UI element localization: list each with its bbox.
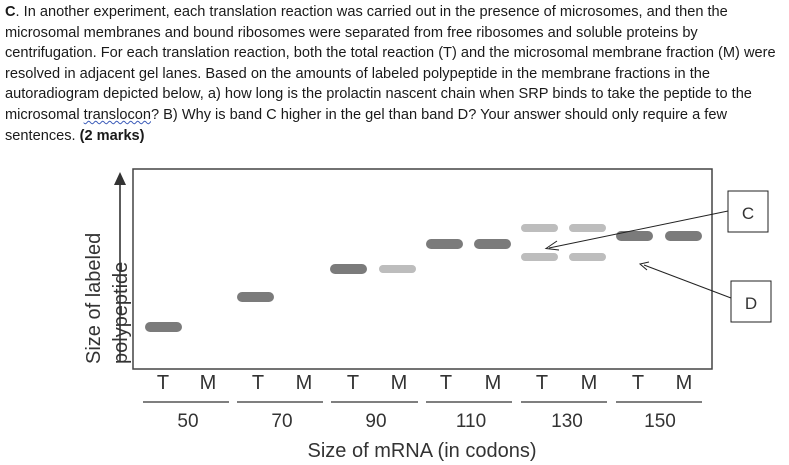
lane-label: M bbox=[391, 372, 408, 394]
band-90-T bbox=[330, 264, 367, 274]
callout-c-arrow bbox=[548, 210, 729, 249]
lane-label: T bbox=[536, 372, 548, 394]
group-label: 150 bbox=[644, 411, 676, 432]
band-130-T-upper bbox=[521, 224, 558, 232]
lane-label: T bbox=[632, 372, 644, 394]
lane-label: M bbox=[581, 372, 598, 394]
band-70-T bbox=[237, 292, 274, 302]
lane-label: M bbox=[200, 372, 217, 394]
group-label: 50 bbox=[177, 411, 198, 432]
question-letter: C bbox=[5, 4, 16, 20]
marks-label: (2 marks) bbox=[79, 127, 145, 144]
y-axis-label-line2: polypeptide bbox=[110, 262, 132, 364]
band-90-M bbox=[379, 265, 416, 273]
group-label: 70 bbox=[271, 411, 292, 432]
question-text: C. In another experiment, each translati… bbox=[5, 2, 785, 146]
x-axis-title: Size of mRNA (in codons) bbox=[308, 440, 537, 462]
lane-labels: T M T M T M T M T M T M bbox=[157, 372, 692, 394]
lane-label: T bbox=[157, 372, 169, 394]
band-110-M bbox=[474, 239, 511, 249]
lane-label: T bbox=[252, 372, 264, 394]
group-labels: 50 70 90 110 130 150 bbox=[177, 411, 675, 432]
gel-frame bbox=[132, 168, 713, 370]
lane-label: T bbox=[347, 372, 359, 394]
band-130-M-upper bbox=[569, 224, 606, 232]
group-label: 90 bbox=[365, 411, 386, 432]
lane-label: M bbox=[296, 372, 313, 394]
band-110-T bbox=[426, 239, 463, 249]
question-body-part1: . In another experiment, each translatio… bbox=[5, 4, 776, 123]
callout-c-arrowhead bbox=[544, 240, 560, 251]
band-50-T bbox=[145, 322, 182, 332]
group-label: 110 bbox=[456, 411, 486, 432]
group-label: 130 bbox=[551, 411, 583, 432]
callout-c-label: C bbox=[742, 204, 754, 223]
lane-label: T bbox=[440, 372, 452, 394]
question-body-part2: ? B) Why is band C higher in the gel tha… bbox=[5, 106, 727, 144]
band-150-T bbox=[616, 231, 653, 241]
callout-d-label: D bbox=[745, 294, 757, 313]
band-130-T-lower bbox=[521, 253, 558, 261]
callout-d-arrow bbox=[643, 264, 732, 299]
callout-d-box bbox=[730, 280, 772, 323]
gel-bands bbox=[145, 224, 702, 332]
band-130-M-lower bbox=[569, 253, 606, 261]
spellcheck-word: translocon bbox=[83, 106, 151, 123]
band-150-M bbox=[665, 231, 702, 241]
y-axis-label-line1: Size of labeled bbox=[83, 233, 105, 364]
callout-d-arrowhead bbox=[638, 261, 650, 271]
lane-label: M bbox=[676, 372, 693, 394]
y-axis-arrowhead bbox=[114, 172, 126, 185]
lane-label: M bbox=[485, 372, 502, 394]
